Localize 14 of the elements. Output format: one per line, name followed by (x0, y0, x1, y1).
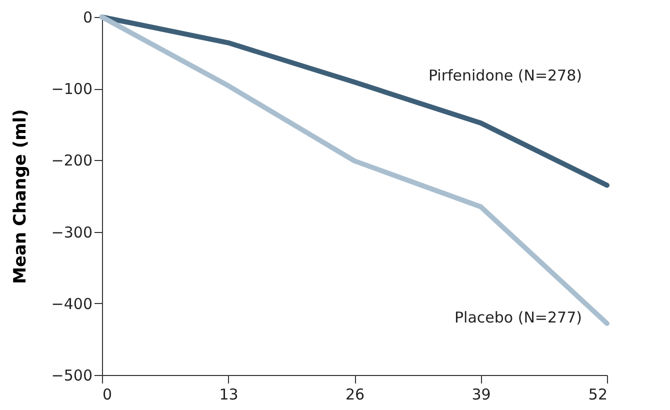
y-tick-label: −500 (51, 366, 92, 384)
x-tick-label: 0 (102, 386, 112, 404)
y-tick-label: −300 (51, 223, 92, 242)
y-tick-label: −400 (51, 294, 92, 313)
series-label: Pirfenidone (N=278) (428, 66, 582, 84)
x-tick-label: 13 (219, 386, 238, 404)
x-tick-label: 39 (472, 386, 491, 404)
y-axis-title: Mean Change (ml) (10, 109, 30, 284)
y-tick-label: −100 (51, 80, 92, 98)
y-tick-label: −200 (51, 152, 92, 170)
x-tick-label: 26 (345, 386, 365, 404)
series-label: Placebo (N=277) (454, 308, 582, 326)
y-tick-label: 0 (82, 8, 92, 26)
x-tick-label: 52 (588, 386, 608, 404)
